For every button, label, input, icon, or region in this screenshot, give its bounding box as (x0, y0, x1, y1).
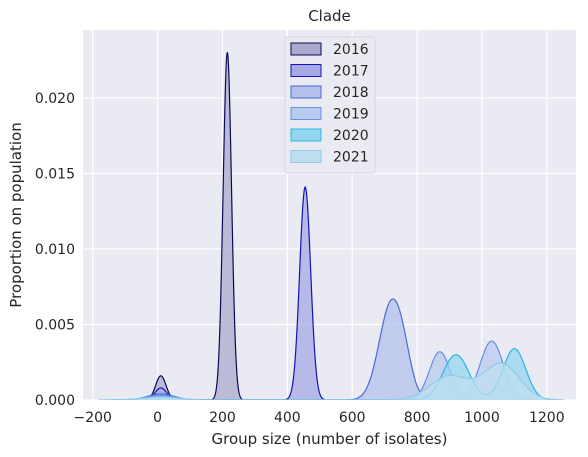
x-tick-label: −200 (74, 410, 112, 426)
density-line-2018 (115, 298, 434, 400)
legend-label-2016: 2016 (333, 42, 369, 58)
density-line-2016 (142, 51, 243, 400)
x-tick-label: 200 (209, 410, 236, 426)
y-axis-label: Proportion on population (7, 122, 25, 307)
density-area-2018 (115, 298, 434, 400)
legend-swatch-2020 (290, 128, 322, 142)
legend-label-2021: 2021 (333, 150, 369, 166)
x-tick-label: 0 (153, 410, 162, 426)
legend-swatch-2018 (290, 85, 322, 99)
y-tick-label: 0.020 (35, 91, 75, 107)
legend-label-2020: 2020 (333, 128, 369, 144)
legend-label-2019: 2019 (333, 107, 369, 123)
legend-swatch-2019 (290, 107, 322, 120)
x-tick-label: 1000 (464, 410, 500, 426)
chart-title: Clade (308, 7, 351, 25)
legend-swatch-2021 (290, 150, 322, 163)
density-series (98, 51, 564, 400)
x-tick-label: 1200 (529, 410, 565, 426)
legend-label-2018: 2018 (333, 85, 369, 101)
x-axis-label: Group size (number of isolates) (212, 430, 448, 448)
y-tick-label: 0.000 (35, 393, 75, 409)
legend: 2016 2017 2018 2019 2020 2021 (284, 36, 376, 174)
density-area-2017 (140, 187, 325, 400)
density-area-2019 (109, 341, 533, 400)
density-area-2021 (98, 363, 564, 400)
x-axis-ticks: −200 0 200 400 600 800 1000 1200 (74, 410, 565, 426)
legend-swatch-2017 (290, 64, 322, 77)
x-tick-label: 800 (404, 410, 431, 426)
density-area-2016 (142, 52, 243, 400)
y-tick-label: 0.015 (35, 166, 75, 182)
y-tick-label: 0.010 (35, 242, 75, 258)
density-line-2021 (98, 362, 564, 400)
y-axis-ticks: 0.000 0.005 0.010 0.015 0.020 (35, 91, 75, 409)
y-tick-label: 0.005 (35, 317, 75, 333)
x-tick-label: 400 (274, 410, 301, 426)
legend-label-2017: 2017 (333, 64, 369, 80)
legend-swatch-2016 (290, 42, 322, 56)
x-tick-label: 600 (339, 410, 366, 426)
